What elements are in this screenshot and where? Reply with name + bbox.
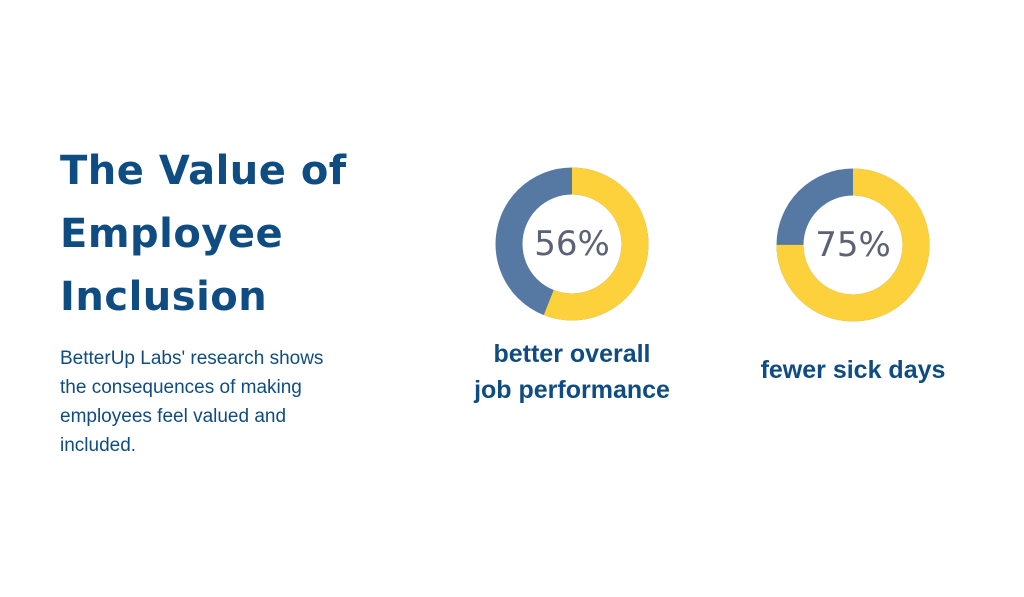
donut-caption-job-performance: better overall job performance bbox=[452, 336, 692, 408]
description-line: included. bbox=[60, 435, 137, 456]
donut-chart-sick-days: 75% bbox=[753, 161, 953, 331]
description-line: the consequences of making bbox=[60, 377, 302, 398]
title-line: Employee bbox=[60, 211, 284, 257]
caption-line: better overall bbox=[493, 340, 651, 368]
caption-line: fewer sick days bbox=[760, 356, 946, 384]
description-line: BetterUp Labs' research shows bbox=[60, 348, 324, 369]
donut-percent-label: 56% bbox=[534, 224, 610, 264]
donut-chart-job-performance: 56% bbox=[472, 160, 672, 330]
donut-svg-sick-days: 75% bbox=[776, 168, 930, 322]
title-line: Inclusion bbox=[60, 274, 268, 320]
donut-percent-label: 75% bbox=[815, 225, 891, 265]
page-title: The Value of Employee Inclusion bbox=[60, 140, 400, 329]
caption-line: job performance bbox=[474, 376, 670, 404]
title-line: The Value of bbox=[60, 148, 347, 194]
description-line: employees feel valued and bbox=[60, 406, 287, 427]
donut-value-arc bbox=[776, 168, 930, 322]
donut-caption-sick-days: fewer sick days bbox=[733, 352, 973, 388]
donut-value-arc bbox=[495, 167, 649, 321]
donut-svg-job-performance: 56% bbox=[495, 167, 649, 321]
description: BetterUp Labs' research shows the conseq… bbox=[60, 344, 360, 460]
